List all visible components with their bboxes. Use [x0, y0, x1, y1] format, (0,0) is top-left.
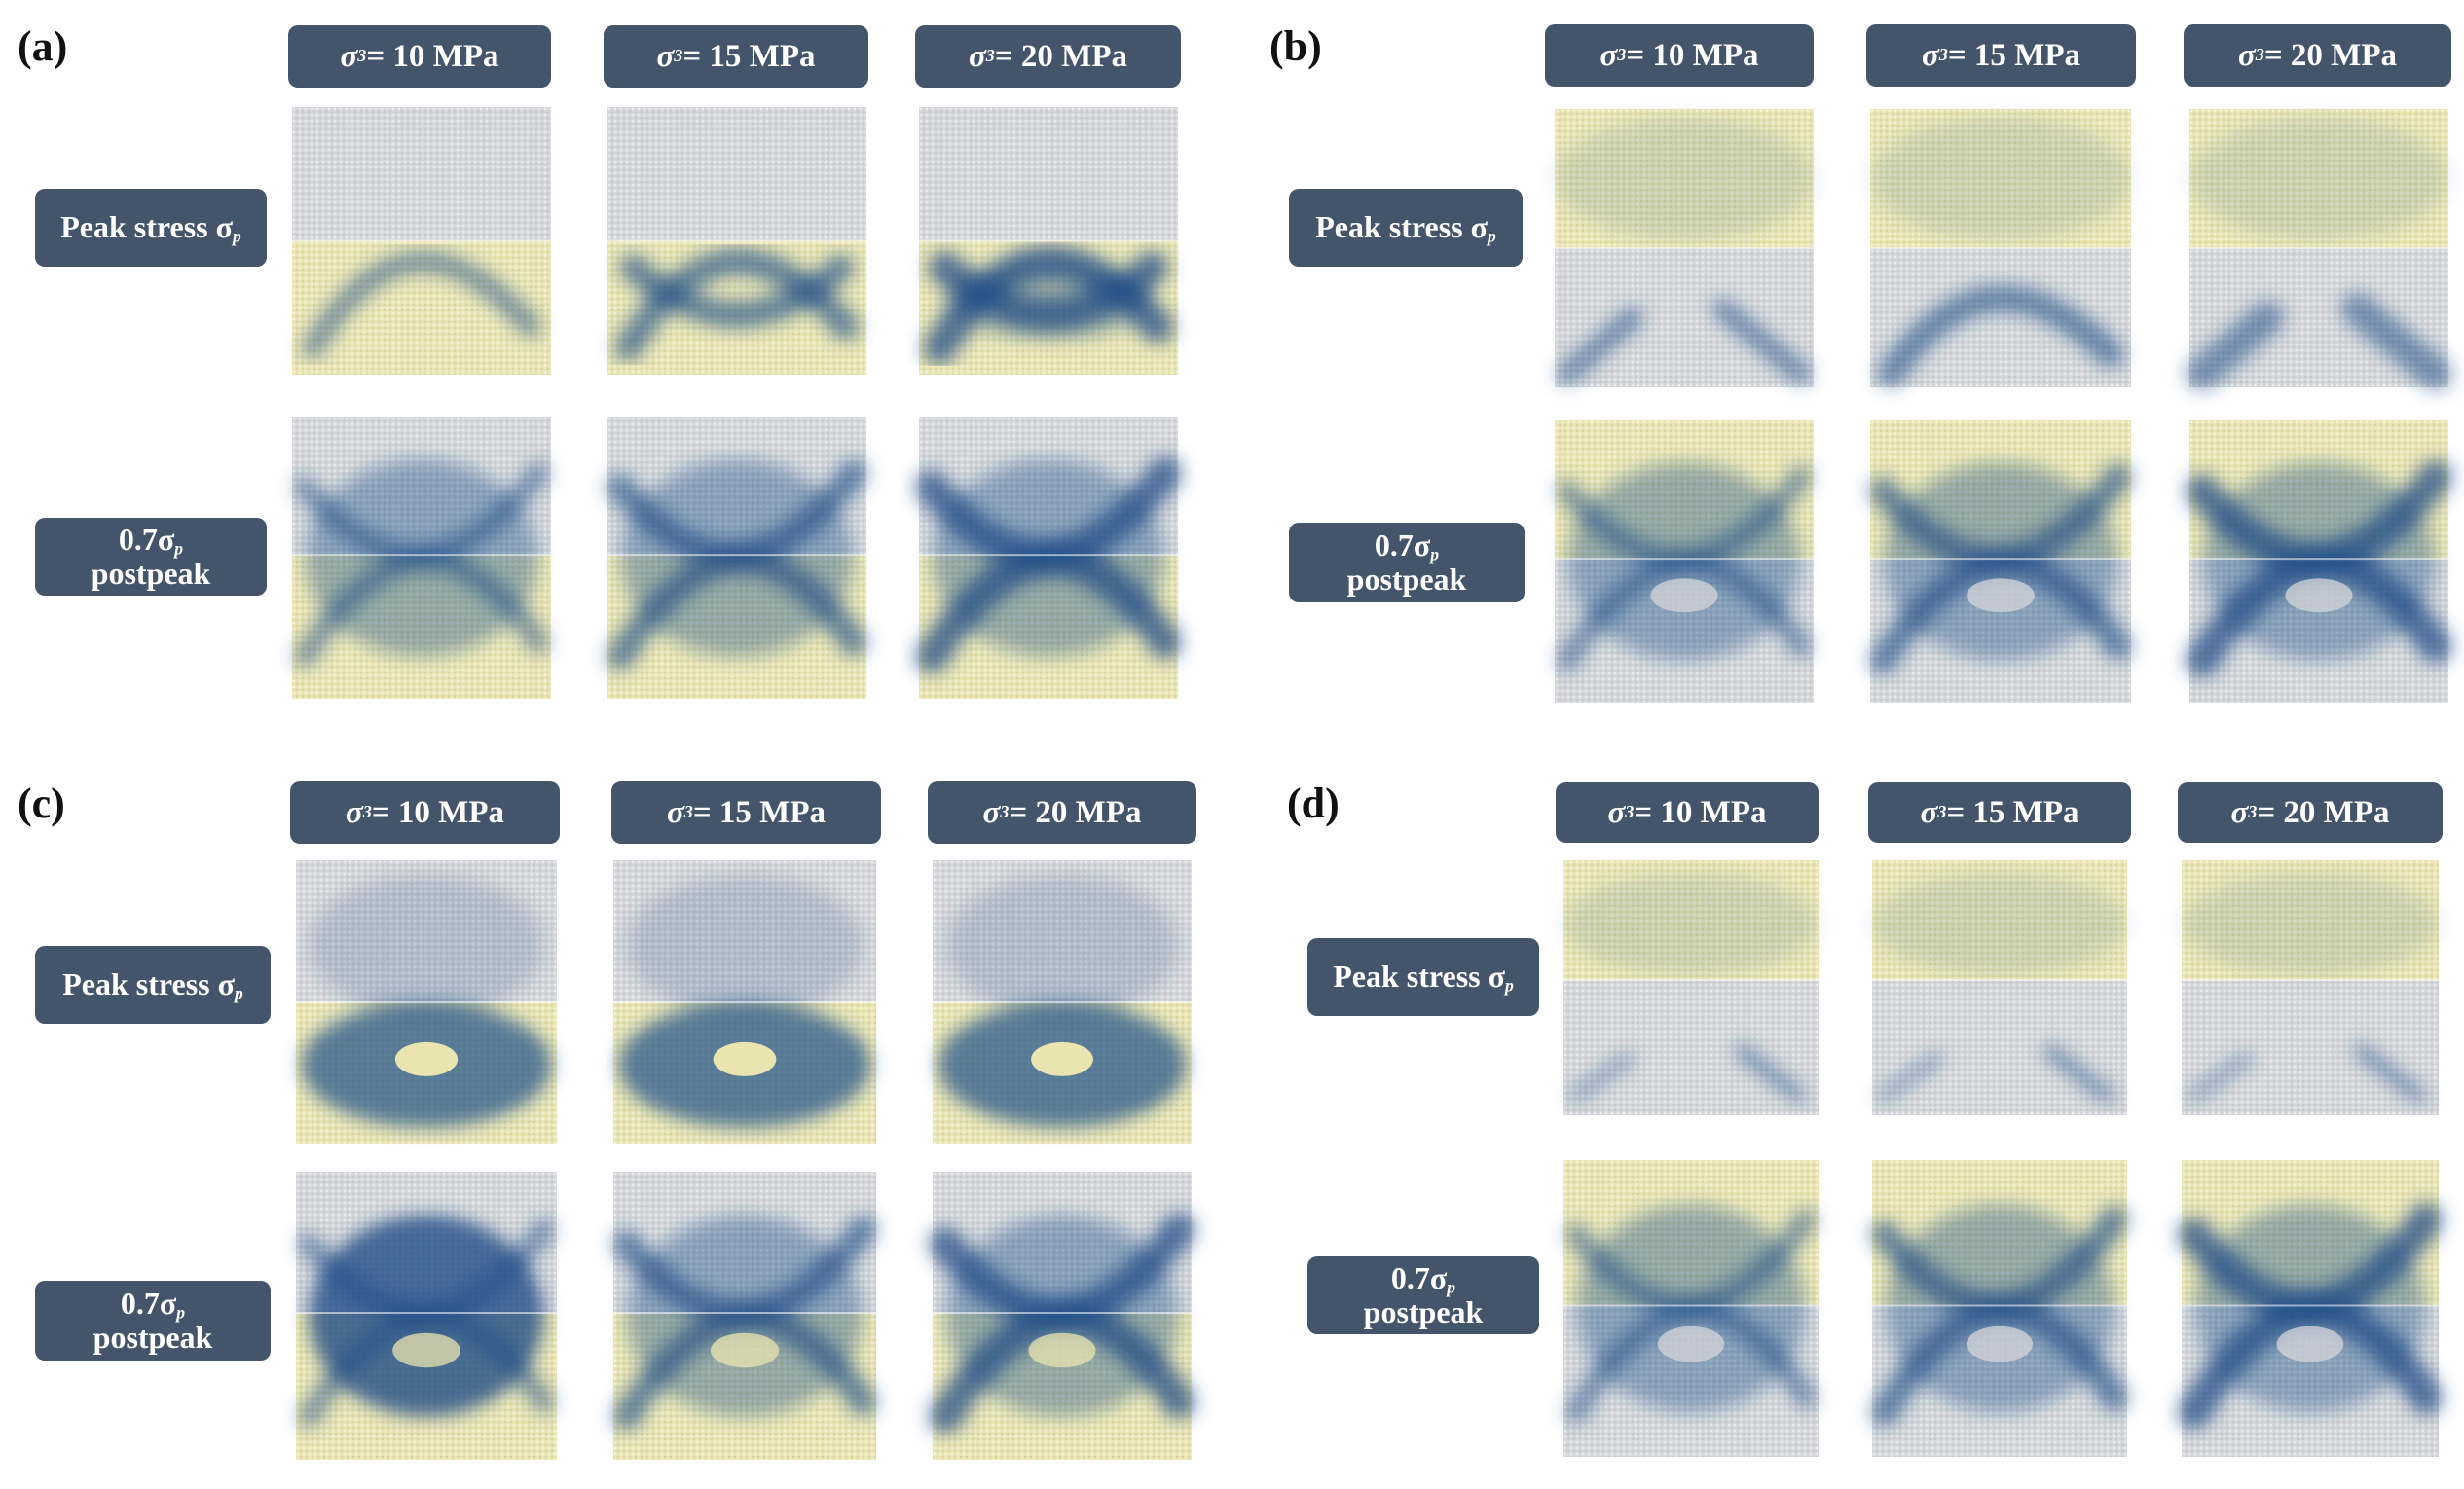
row-header-postpeak: 0.7σp postpeak — [1289, 523, 1525, 602]
row-header-peak: Peak stress σp — [1289, 189, 1523, 267]
specimen-image — [915, 417, 1182, 699]
row-header-peak: Peak stress σp — [1307, 938, 1539, 1016]
column-header: σ 3 = 20 MPa — [2178, 782, 2443, 843]
specimen-image — [292, 107, 551, 375]
column-header: σ 3 = 15 MPa — [604, 25, 868, 88]
specimen-image — [292, 417, 551, 699]
specimen-image — [1555, 109, 1814, 387]
column-header: σ 3 = 20 MPa — [928, 781, 1196, 844]
specimen-image — [1871, 1160, 2128, 1457]
row-header-peak: Peak stress σp — [35, 946, 271, 1024]
panel-label: (d) — [1287, 780, 1340, 827]
specimen-image — [2186, 109, 2452, 390]
specimen-image — [2182, 860, 2439, 1115]
panel-label: (c) — [18, 780, 65, 827]
specimen-image — [1563, 860, 1819, 1115]
specimen-image — [613, 860, 876, 1144]
row-header-postpeak: 0.7σp postpeak — [35, 518, 267, 596]
panel-label: (a) — [18, 22, 68, 70]
specimen-image — [607, 107, 866, 375]
column-header: σ 3 = 20 MPa — [2184, 24, 2451, 87]
column-header: σ 3 = 10 MPa — [290, 781, 560, 844]
column-header: σ 3 = 15 MPa — [611, 781, 881, 844]
row-header-peak: Peak stress σp — [35, 189, 267, 267]
specimen-image — [919, 107, 1178, 375]
column-header: σ 3 = 15 MPa — [1866, 24, 2136, 87]
specimen-image — [296, 1172, 557, 1460]
specimen-image — [2178, 1160, 2443, 1457]
specimen-image — [2186, 420, 2452, 703]
specimen-image — [929, 1172, 1195, 1460]
panel-label: (b) — [1269, 22, 1322, 70]
column-header: σ 3 = 10 MPa — [288, 25, 551, 88]
specimen-image — [607, 417, 867, 699]
column-header: σ 3 = 15 MPa — [1868, 782, 2131, 843]
row-header-postpeak: 0.7σp postpeak — [35, 1281, 271, 1361]
specimen-image — [1555, 420, 1814, 703]
specimen-image — [933, 860, 1192, 1144]
specimen-image — [612, 1172, 877, 1460]
column-header: σ 3 = 10 MPa — [1556, 782, 1819, 843]
row-header-postpeak: 0.7σp postpeak — [1307, 1256, 1539, 1334]
column-header: σ 3 = 10 MPa — [1545, 24, 1814, 87]
specimen-image — [1563, 1160, 1819, 1457]
specimen-image — [1872, 860, 2127, 1115]
column-header: σ 3 = 20 MPa — [915, 25, 1181, 88]
specimen-image — [1869, 420, 2132, 703]
specimen-image — [296, 860, 557, 1144]
specimen-image — [1870, 109, 2131, 387]
